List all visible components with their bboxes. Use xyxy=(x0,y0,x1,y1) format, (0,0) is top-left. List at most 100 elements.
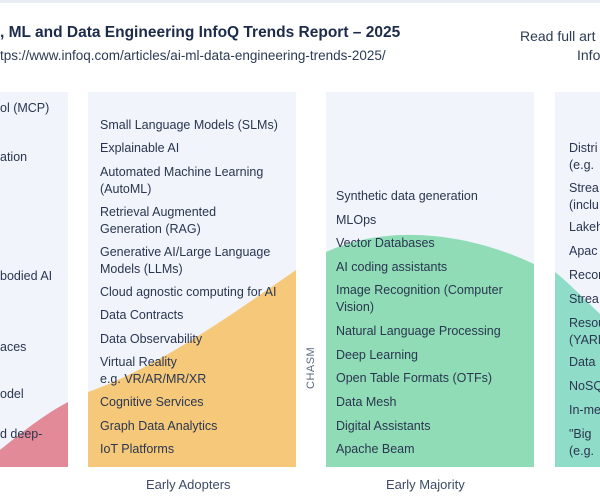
early-adopters-adoption-curve xyxy=(88,270,296,467)
adoption-item: Apache Beam xyxy=(336,441,415,458)
adoption-item: Distri (e.g. xyxy=(569,140,597,174)
late-majority-column: Distri (e.g. Strea (inclu Lakeh Apac Recor Stre… xyxy=(555,92,600,467)
adoption-item: Small Language Models (SLMs) xyxy=(100,117,278,134)
adoption-item: Deep Learning xyxy=(336,347,418,364)
adoption-item-text: e.g. VR/AR/MR/XR xyxy=(100,372,207,386)
adoption-item: AI coding assistants xyxy=(336,259,447,276)
innovators-adoption-curve xyxy=(0,402,68,467)
adoption-item: Cloud agnostic computing for AI xyxy=(100,284,277,301)
adoption-item-text: Small Language Models (SLMs) xyxy=(100,118,278,132)
report-title: , ML and Data Engineering InfoQ Trends R… xyxy=(0,24,401,41)
adoption-item-text: Virtual Reality xyxy=(100,355,177,369)
adoption-item-text: Digital Assistants xyxy=(336,419,431,433)
adoption-item-text: In-me xyxy=(569,403,600,417)
early-majority-column: Synthetic data generation MLOps Vector Dat… xyxy=(326,92,534,467)
chasm-label: CHASM xyxy=(305,346,317,389)
adoption-item: Lakeh xyxy=(569,219,600,236)
adoption-item: Virtual Reality e.g. VR/AR/MR/XR xyxy=(100,354,206,388)
adoption-item-text: Models (LLMs) xyxy=(100,262,183,276)
adoption-item: Cognitive Services xyxy=(100,394,204,411)
adoption-item-text: Apache Beam xyxy=(336,442,415,456)
adoption-item-text: Retrieval Augmented xyxy=(100,205,217,219)
adoption-item-text: Automated Machine Learning xyxy=(100,165,264,179)
adoption-item: Retrieval Augmented Generation (RAG) xyxy=(100,204,216,238)
read-full-article-line1[interactable]: Read full art xyxy=(520,28,596,44)
adoption-item-text: IoT Platforms xyxy=(100,442,175,456)
adoption-item: Data Contracts xyxy=(100,307,183,324)
adoption-item: odel xyxy=(0,386,24,403)
adoption-item: Recor xyxy=(569,267,600,284)
read-full-article-line2[interactable]: Info xyxy=(577,47,600,63)
adoption-item-text: ol (MCP) xyxy=(0,101,50,115)
top-divider xyxy=(0,0,600,3)
adoption-item-text: (YARN xyxy=(569,333,600,347)
adoption-item: Data xyxy=(569,354,595,371)
adoption-item-text: Natural Language Processing xyxy=(336,324,501,338)
adoption-item-text: Data Mesh xyxy=(336,395,397,409)
adoption-item-text: Recor xyxy=(569,268,600,282)
adoption-item: Natural Language Processing xyxy=(336,323,501,340)
adoption-item: Open Table Formats (OTFs) xyxy=(336,370,492,387)
adoption-item-text: (e.g. xyxy=(569,444,595,458)
adoption-item: Synthetic data generation xyxy=(336,188,478,205)
adoption-item-text: Cognitive Services xyxy=(100,395,204,409)
adoption-item: ation xyxy=(0,149,27,166)
adoption-item-text: d deep- xyxy=(0,427,43,441)
adoption-item: Generative AI/Large Language Models (LLMs… xyxy=(100,244,270,278)
adoption-item: Vector Databases xyxy=(336,235,435,252)
adoption-item: Resou (YARN xyxy=(569,315,600,349)
adoption-item: Data Observability xyxy=(100,331,202,348)
adoption-item-text: Data Observability xyxy=(100,332,203,346)
early-adopters-column: Small Language Models (SLMs) Explainable … xyxy=(88,92,296,467)
adoption-item-text: Graph Data Analytics xyxy=(100,419,218,433)
adoption-item-text: (inclu xyxy=(569,198,599,212)
early-adopters-label: Early Adopters xyxy=(146,477,231,492)
adoption-item-text: Strea xyxy=(569,292,599,306)
adoption-item-text: Apac xyxy=(569,244,598,258)
adoption-item-text: Cloud agnostic computing for AI xyxy=(100,285,277,299)
adoption-item-text: bodied AI xyxy=(0,269,53,283)
adoption-item-text: Generation (RAG) xyxy=(100,222,201,236)
adoption-item-text: Generative AI/Large Language xyxy=(100,245,271,259)
adoption-item: Strea (inclu xyxy=(569,180,599,214)
adoption-item-text: (e.g. xyxy=(569,158,595,172)
adoption-item: NoSQ xyxy=(569,378,600,395)
adoption-item-text: NoSQ xyxy=(569,379,600,393)
early-majority-label: Early Majority xyxy=(386,477,465,492)
adoption-item: d deep- xyxy=(0,426,42,443)
adoption-item: ol (MCP) xyxy=(0,100,49,117)
adoption-item-text: Lakeh xyxy=(569,220,600,234)
adoption-item-text: ation xyxy=(0,150,28,164)
innovators-column: ol (MCP) ation bodied AI aces odel d deep- xyxy=(0,92,68,467)
adoption-item: IoT Platforms xyxy=(100,441,174,458)
adoption-item-text: Open Table Formats (OTFs) xyxy=(336,371,493,385)
adoption-item: Automated Machine Learning (AutoML) xyxy=(100,164,263,198)
adoption-item-text: AI coding assistants xyxy=(336,260,448,274)
article-url[interactable]: tps://www.infoq.com/articles/ai-ml-data-… xyxy=(0,48,386,63)
adoption-item-text: Vector Databases xyxy=(336,236,435,250)
adoption-item-text: "Big xyxy=(569,427,592,441)
adoption-item: Digital Assistants xyxy=(336,418,430,435)
adoption-item-text: Vision) xyxy=(336,300,374,314)
adoption-item: Apac xyxy=(569,243,598,260)
adoption-item: bodied AI xyxy=(0,268,52,285)
adoption-item-text: odel xyxy=(0,387,24,401)
adoption-item: Explainable AI xyxy=(100,140,179,157)
adoption-item-text: Data Contracts xyxy=(100,308,184,322)
adoption-item-text: Resou xyxy=(569,316,600,330)
adoption-item: aces xyxy=(0,339,26,356)
late-majority-adoption-curve xyxy=(555,272,600,467)
adoption-item: In-me xyxy=(569,402,600,419)
early-majority-adoption-curve xyxy=(326,234,534,467)
adoption-item: MLOps xyxy=(336,212,376,229)
adoption-item: Graph Data Analytics xyxy=(100,418,217,435)
adoption-item-text: aces xyxy=(0,340,27,354)
adoption-item: "Big (e.g. xyxy=(569,426,594,460)
adoption-item-text: Explainable AI xyxy=(100,141,180,155)
adoption-item-text: Data xyxy=(569,355,596,369)
adoption-item: Image Recognition (Computer Vision) xyxy=(336,282,503,316)
adoption-item-text: Synthetic data generation xyxy=(336,189,478,203)
adoption-item: Strea xyxy=(569,291,599,308)
adoption-item-text: Strea xyxy=(569,181,599,195)
adoption-item-text: (AutoML) xyxy=(100,182,152,196)
